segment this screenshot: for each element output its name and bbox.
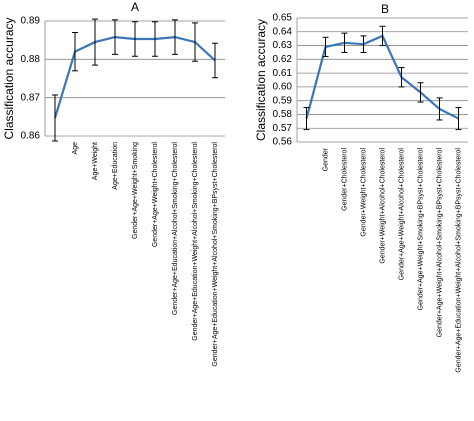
y-tick-label: 0.62 [273,54,293,65]
y-axis-label: Classification accuracy [2,17,16,139]
x-tick-label: Gender+Age+Weight+Smoking+BPsyst+Cholest… [417,148,424,311]
x-tick-label: Gender+Weight+Alcohol+Cholesterol [379,148,386,264]
x-tick-label: Gender [322,147,329,171]
y-tick-label: 0.57 [273,123,293,134]
y-tick-label: 0.58 [273,109,293,120]
y-tick-label: 0.88 [21,54,41,65]
x-tick-label: Gender+Age+Weight+Alcohol+Smoking+BPsyst… [436,148,443,338]
y-tick-label: 0.89 [21,16,41,27]
y-tick-label: 0.60 [273,82,293,93]
x-tick-label: Gender+Age+Education+Weight+Alcohol+Smok… [192,142,199,341]
y-tick-label: 0.86 [21,131,41,142]
y-axis-label: Classification accuracy [254,19,268,141]
x-tick-label: Gender+Age+Education+Weight+Alcohol+Smok… [212,142,219,367]
y-tick-label: 0.65 [273,13,293,24]
y-tick-label: 0.59 [273,95,293,106]
y-tick-label: 0.63 [273,40,293,51]
y-tick-label: 0.87 [21,92,41,103]
x-tick-label: Age+Education [112,142,119,190]
chart-title: A [131,0,139,14]
x-tick-label: Gender+Cholesterol [341,148,348,211]
chart-title: B [381,2,389,16]
x-tick-label: Age [72,142,79,155]
y-tick-label: 0.64 [273,26,293,37]
x-tick-label: Gender+Age+Education+Alcohol+Smoking+Cho… [172,142,179,315]
x-tick-label: Gender+Age+Weight+Cholesterol [152,142,159,248]
x-tick-label: Gender+Age+Weight+Smoking [132,142,139,239]
data-line [305,34,459,120]
y-tick-label: 0.56 [273,137,293,148]
x-tick-label: Gender+Age+Weight+Alcohol+Cholesterol [398,148,405,281]
x-tick-label: Gender+Weight+Cholesterol [360,148,367,237]
x-tick-label: Gender+Age+Education+Weight+Alcohol+Smok… [455,148,462,373]
y-tick-label: 0.61 [273,68,293,79]
x-tick-label: Age+Weight [92,142,99,180]
